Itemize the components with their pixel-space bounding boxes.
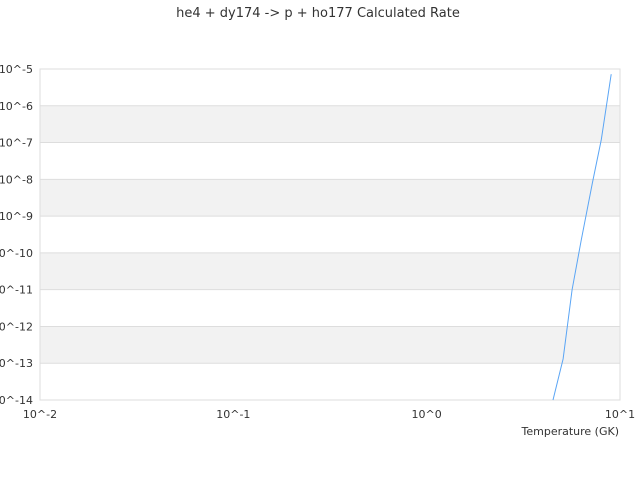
series-group xyxy=(552,74,612,401)
y-tick-label: 10^-9 xyxy=(0,210,33,223)
y-tick-label: 10^-10 xyxy=(0,247,33,260)
y-tick-label: 10^-6 xyxy=(0,100,33,113)
x-tick-label: 10^-1 xyxy=(216,408,250,421)
grid-band xyxy=(40,363,620,400)
y-tick-label: 10^-8 xyxy=(0,173,33,186)
grid-band xyxy=(40,105,620,143)
y-tick-label: 10^-5 xyxy=(0,63,33,76)
x-axis-label: Temperature (GK) xyxy=(521,425,620,438)
chart-title: he4 + dy174 -> p + ho177 Calculated Rate xyxy=(176,6,460,21)
y-tick-label: 10^-7 xyxy=(0,137,33,150)
y-tick-label: 10^-14 xyxy=(0,394,33,407)
grid-band xyxy=(40,216,620,253)
x-tick-label: 10^1 xyxy=(605,408,635,421)
y-tick-label: 10^-13 xyxy=(0,357,33,370)
x-tick-label: 10^0 xyxy=(412,408,442,421)
grid-band xyxy=(40,179,620,217)
grid-band xyxy=(40,252,620,290)
grid-band xyxy=(40,289,620,327)
y-axis: 10^-5 10^-6 10^-7 10^-8 10^-9 10^-10 10^-11 10^… xyxy=(0,63,33,407)
grid-band xyxy=(40,326,620,364)
y-tick-label: 10^-12 xyxy=(0,320,33,333)
grid-band xyxy=(40,69,620,106)
x-tick-label: 10^-2 xyxy=(23,408,57,421)
plot-frame xyxy=(39,68,621,401)
series-line xyxy=(552,74,612,401)
y-tick-label: 10^-11 xyxy=(0,284,33,297)
grid-band xyxy=(40,142,620,180)
x-axis: 10^-2 10^-1 10^0 10^1 xyxy=(23,408,635,421)
grid-bands xyxy=(40,68,620,400)
